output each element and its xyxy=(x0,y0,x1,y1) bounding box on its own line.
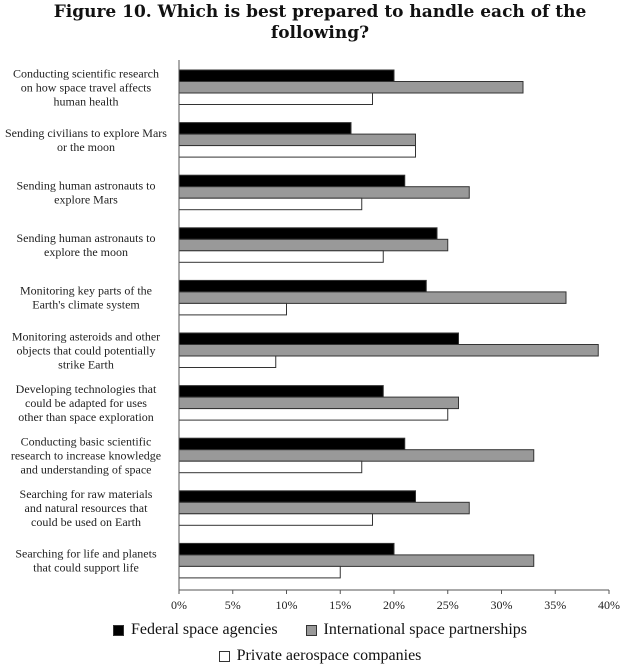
bar-2-3 xyxy=(178,186,470,199)
category-label-8: Conducting basic scientific research to i… xyxy=(11,434,161,476)
bar-3-1 xyxy=(178,92,373,105)
bar-2-10 xyxy=(178,554,535,567)
legend-label-federal: Federal space agencies xyxy=(130,621,278,638)
legend-label-international: International space partnerships xyxy=(323,621,528,638)
bar-1-6 xyxy=(178,332,459,345)
legend-swatch-international xyxy=(305,624,317,636)
category-label-1: Conducting scientific research on how spa… xyxy=(13,66,159,108)
x-tick-label-4: 15% xyxy=(329,598,351,612)
x-tick-label-6: 25% xyxy=(437,598,459,612)
bar-3-2 xyxy=(178,145,416,158)
x-tick-label-9: 40% xyxy=(598,598,620,612)
bar-1-10 xyxy=(178,542,395,556)
chart-title-line-1: Figure 10. Which is best prepared to han… xyxy=(53,2,587,22)
legend-row-1: Federal space agencies International spa… xyxy=(0,617,640,643)
bar-2-1 xyxy=(178,81,524,94)
x-tick-label-3: 10% xyxy=(276,598,298,612)
legend-item-private: Private aerospace companies xyxy=(218,647,422,665)
bar-2-7 xyxy=(178,396,459,410)
x-tick-label-7: 30% xyxy=(491,598,513,612)
bar-2-4 xyxy=(178,238,449,252)
bar-1-4 xyxy=(178,227,438,240)
bar-3-4 xyxy=(178,250,384,263)
bar-3-8 xyxy=(178,460,363,474)
bar-1-2 xyxy=(178,122,352,135)
bar-1-9 xyxy=(178,490,416,503)
legend-swatch-private xyxy=(218,650,230,662)
category-label-4: Sending human astronauts to explore the m… xyxy=(17,231,156,259)
x-tick-label-2: 5% xyxy=(225,598,241,612)
x-tick-label-8: 35% xyxy=(544,598,566,612)
category-label-10: Searching for life and planets that could… xyxy=(15,547,157,575)
bar-2-6 xyxy=(178,344,599,357)
bar-3-3 xyxy=(178,197,363,211)
legend-swatch-federal xyxy=(112,624,124,636)
bar-3-10 xyxy=(178,565,341,579)
bar-3-9 xyxy=(178,513,373,526)
chart-title: Figure 10. Which is best prepared to han… xyxy=(0,2,640,44)
category-label-2: Sending civilians to explore Mars or the … xyxy=(5,126,167,154)
legend-item-international: International space partnerships xyxy=(305,621,528,639)
bar-1-5 xyxy=(178,279,427,293)
bar-1-1 xyxy=(178,69,395,82)
bar-1-8 xyxy=(178,437,406,451)
legend-row-2: Private aerospace companies xyxy=(0,643,640,669)
chart-title-line-2: following? xyxy=(270,23,370,43)
bar-1-3 xyxy=(178,174,406,188)
bar-3-7 xyxy=(178,408,449,421)
bar-2-8 xyxy=(178,449,535,462)
category-label-6: Monitoring asteroids and other objects th… xyxy=(12,329,160,371)
bar-3-5 xyxy=(178,302,287,316)
category-label-7: Developing technologies that could be ada… xyxy=(16,382,157,424)
bar-2-5 xyxy=(178,291,567,304)
bar-2-2 xyxy=(178,133,416,147)
x-tick-label-5: 20% xyxy=(383,598,405,612)
bar-2-9 xyxy=(178,501,470,515)
chart-legend: Federal space agencies International spa… xyxy=(0,617,640,669)
category-label-5: Monitoring key parts of the Earth's clima… xyxy=(20,284,152,312)
category-label-9: Searching for raw materials and natural r… xyxy=(20,487,153,529)
category-label-3: Sending human astronauts to explore Mars xyxy=(17,178,156,206)
legend-label-private: Private aerospace companies xyxy=(236,647,422,664)
bar-1-7 xyxy=(178,385,384,398)
legend-item-federal: Federal space agencies xyxy=(112,621,278,639)
x-tick-label-1: 0% xyxy=(171,598,187,612)
bar-3-6 xyxy=(178,355,277,368)
bar-chart: Conducting scientific research on how spa… xyxy=(5,60,620,612)
